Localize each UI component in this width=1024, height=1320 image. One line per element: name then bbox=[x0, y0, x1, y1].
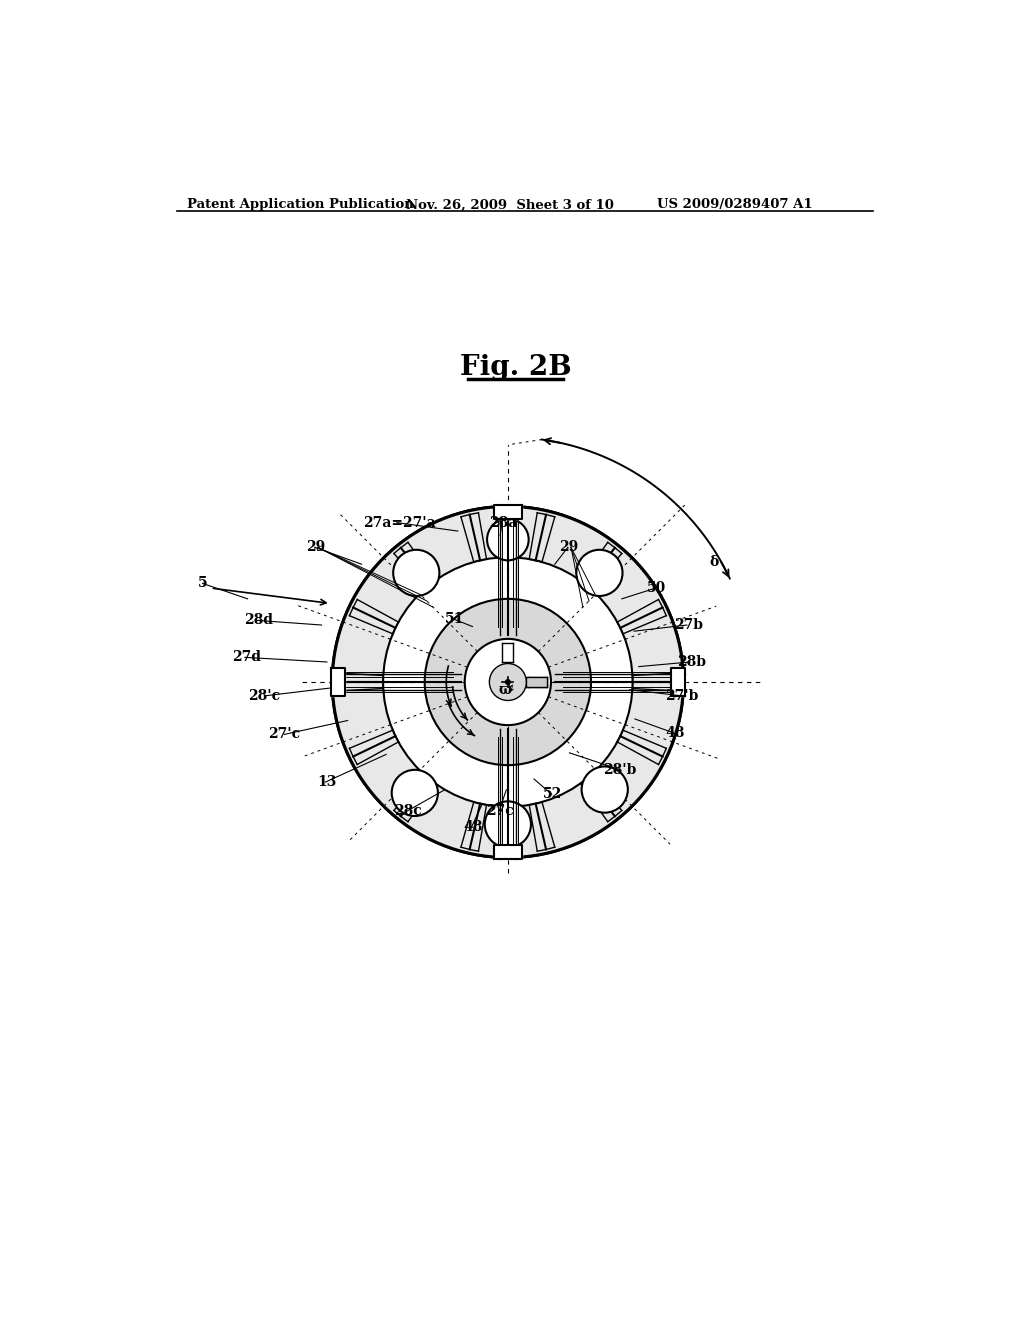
Circle shape bbox=[425, 599, 591, 766]
Text: 27c: 27c bbox=[486, 804, 514, 818]
Text: 28d: 28d bbox=[245, 614, 273, 627]
Polygon shape bbox=[494, 845, 521, 859]
Circle shape bbox=[487, 519, 528, 561]
Text: 29: 29 bbox=[306, 540, 326, 554]
Circle shape bbox=[506, 680, 510, 684]
Circle shape bbox=[484, 801, 531, 847]
Wedge shape bbox=[333, 507, 683, 858]
Text: Fig. 2B: Fig. 2B bbox=[460, 354, 571, 381]
Text: 5: 5 bbox=[199, 577, 208, 590]
Text: 27'c: 27'c bbox=[267, 727, 300, 742]
Text: 27'b: 27'b bbox=[665, 689, 698, 702]
Circle shape bbox=[489, 664, 526, 701]
Text: 28'b: 28'b bbox=[603, 763, 637, 776]
Text: 48: 48 bbox=[463, 820, 482, 834]
Polygon shape bbox=[331, 668, 345, 696]
Circle shape bbox=[383, 557, 633, 807]
Text: ↯: ↯ bbox=[506, 684, 514, 693]
Polygon shape bbox=[671, 668, 685, 696]
Text: 27b: 27b bbox=[674, 618, 703, 632]
Polygon shape bbox=[526, 677, 547, 686]
Text: 51: 51 bbox=[444, 612, 464, 626]
Text: 28'c: 28'c bbox=[248, 689, 280, 702]
Text: US 2009/0289407 A1: US 2009/0289407 A1 bbox=[657, 198, 813, 211]
Text: 28c: 28c bbox=[394, 804, 422, 818]
Text: 28a: 28a bbox=[489, 516, 518, 529]
Text: δ: δ bbox=[710, 554, 719, 569]
Text: Patent Application Publication: Patent Application Publication bbox=[186, 198, 414, 211]
Circle shape bbox=[577, 549, 623, 595]
Text: 27d: 27d bbox=[232, 651, 261, 664]
Text: 48: 48 bbox=[665, 726, 684, 739]
Text: Nov. 26, 2009  Sheet 3 of 10: Nov. 26, 2009 Sheet 3 of 10 bbox=[407, 198, 614, 211]
Text: 13: 13 bbox=[316, 775, 336, 789]
Circle shape bbox=[582, 767, 628, 813]
Text: 52: 52 bbox=[544, 788, 562, 801]
Circle shape bbox=[333, 507, 683, 858]
Circle shape bbox=[465, 639, 551, 725]
Text: 50: 50 bbox=[647, 581, 667, 595]
Circle shape bbox=[392, 770, 438, 816]
Text: 28b: 28b bbox=[677, 655, 707, 669]
Text: 29: 29 bbox=[559, 540, 579, 554]
Text: 27a=27'a: 27a=27'a bbox=[364, 516, 436, 529]
Text: ϖ: ϖ bbox=[499, 682, 512, 697]
Polygon shape bbox=[494, 506, 521, 519]
Circle shape bbox=[393, 549, 439, 595]
